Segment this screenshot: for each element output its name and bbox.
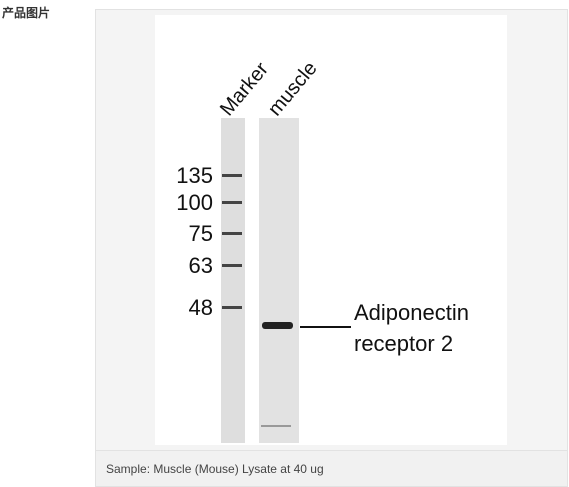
marker-label: 135 (176, 163, 213, 188)
marker-label: 100 (176, 190, 213, 215)
marker-label: 75 (189, 221, 213, 246)
band (262, 322, 293, 329)
band-label: receptor 2 (354, 331, 453, 356)
marker-band (222, 306, 242, 309)
marker-band (222, 264, 242, 267)
marker-band (222, 174, 242, 177)
image-bg (155, 15, 507, 445)
caption: Sample: Muscle (Mouse) Lysate at 40 ug (96, 450, 567, 486)
marker-band (222, 232, 242, 235)
blot-image: Adiponectin receptor 2 Marker muscle 135… (155, 15, 507, 445)
marker-lane (221, 118, 245, 443)
faint-band (261, 425, 291, 427)
marker-label: 48 (189, 295, 213, 320)
marker-band (222, 201, 242, 204)
section-label: 产品图片 (2, 6, 51, 20)
sample-lane (259, 118, 299, 443)
image-panel: Adiponectin receptor 2 Marker muscle 135… (95, 9, 568, 487)
marker-label: 63 (189, 253, 213, 278)
band-label: Adiponectin (354, 300, 469, 325)
